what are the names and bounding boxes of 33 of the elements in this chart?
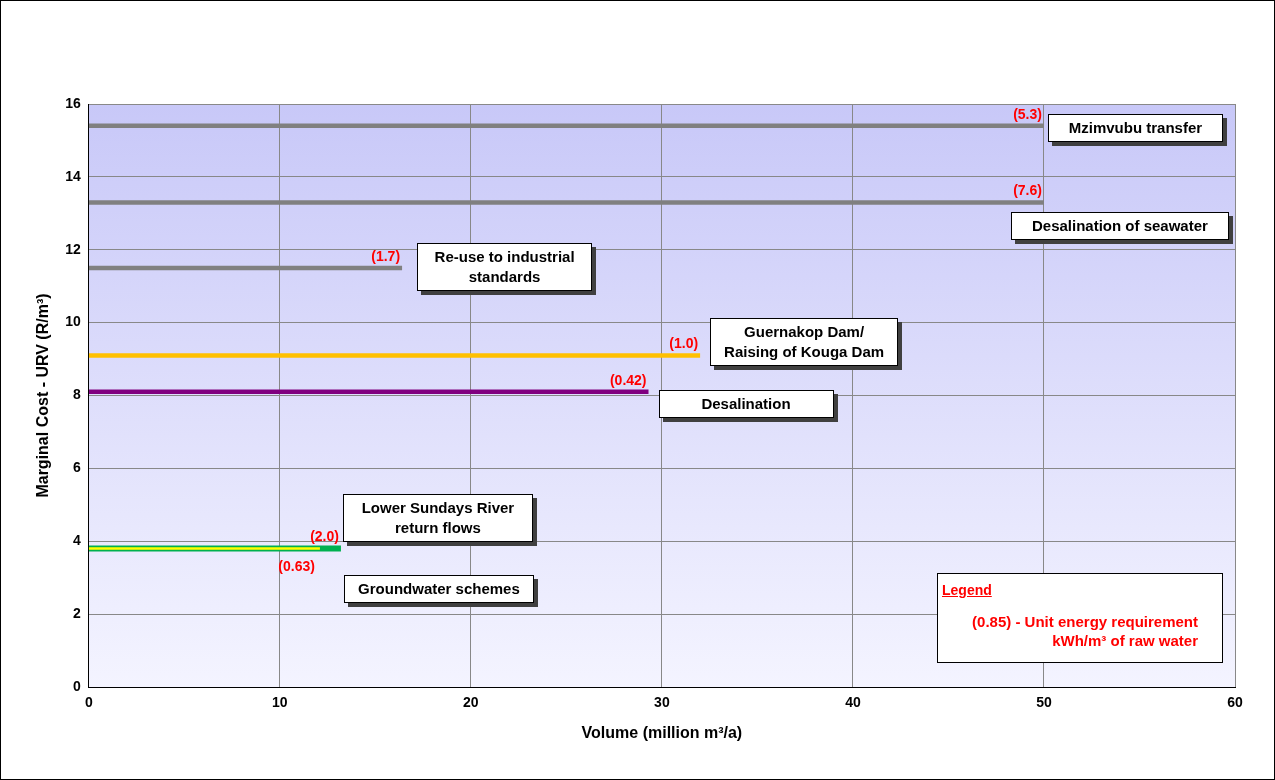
series-label: Desalination of seawater [1032,217,1208,235]
x-tick-label: 10 [272,694,288,711]
y-tick-label: 16 [65,94,81,111]
annotation: (0.85) - Unit energy requirement kWh/m³ of raw water [971,612,1199,650]
series-label: Mzimvubu transfer [1068,118,1203,136]
annotation: (2.0) [310,528,339,545]
y-tick-label: 2 [72,604,81,621]
annotation: (0.63) [278,558,315,575]
y-tick-label: 10 [65,313,81,330]
x-tick-label: 30 [654,694,670,711]
callout-box: Guernakop Dam/ Raising of Kouga Dam [710,318,899,367]
y-tick-label: 4 [72,532,81,549]
annotation: Legend [942,582,993,598]
x-tick-label: 0 [84,694,93,711]
series-label: Lower Sundays River return flows [361,498,515,536]
y-tick-label: 14 [65,167,81,184]
x-tick-label: 40 [845,694,861,711]
x-axis-title: Volume (million m³/a) [581,723,743,741]
x-tick-label: 50 [1036,694,1052,711]
x-tick-label: 60 [1227,694,1243,711]
annotation: (1.7) [371,247,401,264]
annotation: (7.6) [1013,182,1042,199]
y-tick-label: 6 [72,459,81,476]
annotation: (1.0) [669,335,699,352]
annotation: (0.42) [609,371,647,388]
y-tick-label: 12 [65,240,81,257]
annotation: (5.3) [1013,105,1042,122]
y-tick-label: 0 [72,677,81,694]
y-axis-title: Marginal Cost - URV (R/m³) [34,293,52,498]
series-label: Guernakop Dam/ Raising of Kouga Dam [724,323,885,361]
x-tick-label: 20 [463,694,479,711]
y-tick-label: 8 [72,386,81,403]
text: Desalination [701,394,791,412]
